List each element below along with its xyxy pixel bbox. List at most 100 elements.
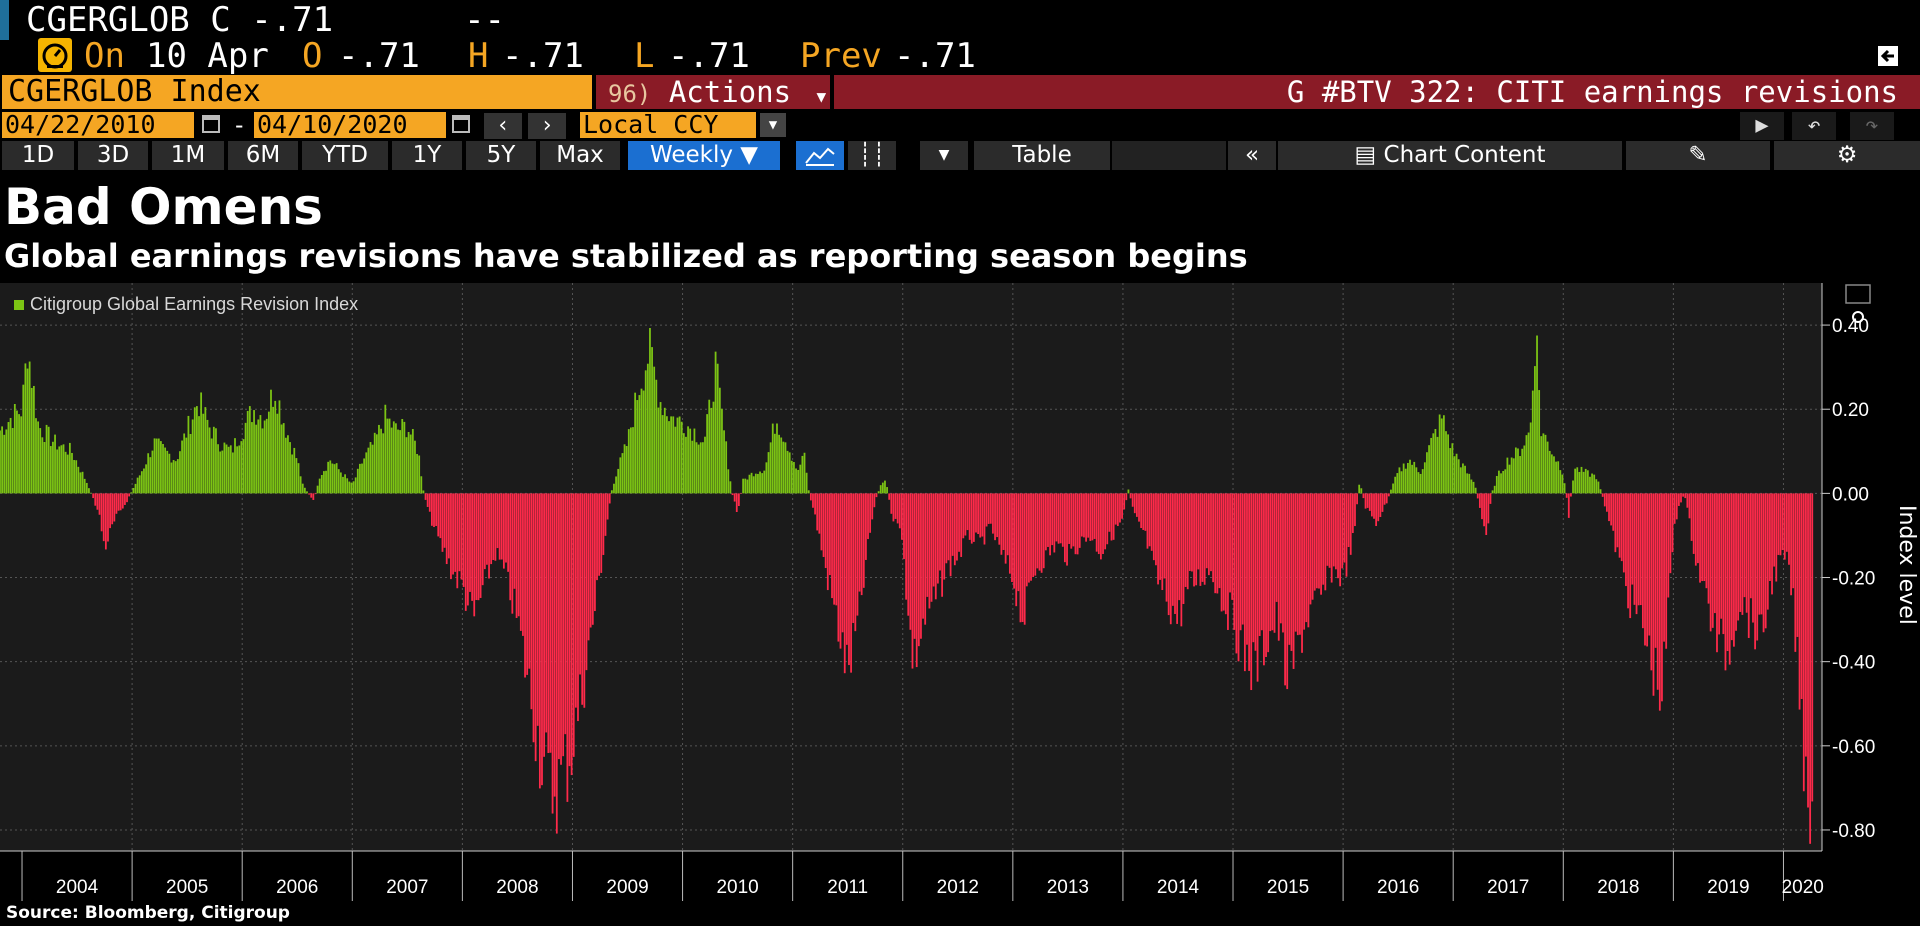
tab-ytd[interactable]: YTD <box>302 141 388 170</box>
bar <box>767 452 770 494</box>
bar <box>145 464 147 494</box>
tab-6m[interactable]: 6M <box>228 141 298 170</box>
bar <box>58 446 61 494</box>
bar <box>928 493 931 609</box>
gear-icon[interactable]: ⚙ <box>1774 141 1920 170</box>
bar <box>136 477 139 494</box>
chart-settings-icon: ▤ <box>1354 142 1377 168</box>
bar <box>1766 493 1769 610</box>
bar <box>903 493 905 560</box>
bar <box>981 493 984 537</box>
bar <box>1047 493 1049 547</box>
date-separator: - <box>232 111 247 139</box>
tab-5y[interactable]: 5Y <box>466 141 536 170</box>
bar <box>1089 493 1092 541</box>
bar <box>1220 493 1223 612</box>
last-value: -.71 <box>251 0 334 40</box>
bar <box>909 493 912 630</box>
start-date-field[interactable]: 04/22/2010 <box>2 112 194 138</box>
bar <box>126 493 128 503</box>
bar <box>456 493 459 589</box>
calendar-icon[interactable] <box>452 115 470 133</box>
bar <box>1629 493 1632 619</box>
redo-icon[interactable]: ↷ <box>1850 112 1894 140</box>
bar <box>697 444 700 494</box>
chevron-down-icon[interactable]: ▼ <box>920 141 968 170</box>
bar <box>403 421 406 494</box>
bar <box>526 493 529 675</box>
bar <box>1282 493 1284 633</box>
security-field[interactable]: CGERGLOB Index <box>2 75 592 109</box>
bar <box>390 427 393 494</box>
quote-date: 10 Apr <box>146 36 269 76</box>
bar <box>386 418 389 494</box>
earnings-revision-chart[interactable]: 0.400.200.00-0.20-0.40-0.60-0.80 2004 200… <box>0 283 1920 903</box>
chart-type-icon[interactable] <box>1845 284 1871 304</box>
export-icon[interactable] <box>1874 42 1902 70</box>
table-button[interactable]: Table <box>974 141 1110 170</box>
bar <box>1371 493 1373 517</box>
bar <box>1749 493 1752 599</box>
bar <box>956 493 958 561</box>
chart-content-button[interactable]: ▤ Chart Content <box>1278 141 1622 170</box>
tab-1m[interactable]: 1M <box>152 141 224 170</box>
bar <box>1366 493 1369 508</box>
undo-icon[interactable]: ↶ <box>1792 112 1836 140</box>
realtime-clock-icon[interactable] <box>38 38 72 72</box>
bar <box>926 493 929 597</box>
bar <box>488 493 490 579</box>
bar <box>809 493 812 501</box>
bar <box>737 493 740 507</box>
bar <box>1493 485 1496 494</box>
bar <box>1440 418 1443 494</box>
currency-select[interactable]: Local CCY <box>580 112 756 138</box>
chevron-down-icon[interactable]: ▼ <box>760 113 786 137</box>
bar <box>215 428 217 494</box>
bar <box>388 418 391 494</box>
bar <box>888 493 891 500</box>
tab-max[interactable]: Max <box>540 141 620 170</box>
candlestick-icon[interactable]: ┊┊ <box>848 141 896 170</box>
bar <box>1326 493 1329 566</box>
bar <box>102 493 105 542</box>
bar <box>1152 493 1155 561</box>
bar <box>39 428 42 494</box>
prev-period-button[interactable]: ‹ <box>484 113 522 139</box>
actions-menu-button[interactable]: 96) Actions ▼ <box>596 75 830 109</box>
bar <box>1064 493 1066 563</box>
bar <box>666 416 668 494</box>
bar <box>589 493 592 628</box>
bar <box>1777 493 1780 555</box>
collapse-icon[interactable]: « <box>1228 141 1276 170</box>
bar <box>1193 493 1195 587</box>
bar <box>754 473 757 494</box>
bar <box>1417 472 1420 494</box>
zoom-icon[interactable] <box>1852 311 1864 323</box>
bar <box>1489 493 1492 504</box>
bar <box>441 493 444 552</box>
bar <box>1510 457 1513 494</box>
calendar-icon[interactable] <box>202 115 220 133</box>
line-chart-icon[interactable] <box>796 141 844 170</box>
bar <box>634 392 637 494</box>
bar <box>1692 493 1695 554</box>
next-period-button[interactable]: › <box>528 113 566 139</box>
tab-3d[interactable]: 3D <box>78 141 148 170</box>
bar <box>797 469 800 494</box>
bar <box>661 415 664 494</box>
presentation-icon[interactable]: ▶ <box>1740 112 1784 140</box>
bar <box>860 493 863 596</box>
bar <box>1430 437 1433 494</box>
tab-1d[interactable]: 1D <box>2 141 74 170</box>
bar <box>788 452 791 494</box>
edit-icon[interactable]: ✎ <box>1626 141 1770 170</box>
bar <box>206 419 209 494</box>
frequency-select[interactable]: Weekly ▼ <box>628 141 780 170</box>
bar <box>1606 493 1608 512</box>
end-date-field[interactable]: 04/10/2020 <box>254 112 446 138</box>
tab-1y[interactable]: 1Y <box>392 141 462 170</box>
news-headline[interactable]: G #BTV 322: CITI earnings revisions <box>834 75 1920 109</box>
bar <box>1053 493 1056 553</box>
chart-heading: Bad Omens <box>4 178 323 236</box>
bar <box>1466 473 1469 494</box>
